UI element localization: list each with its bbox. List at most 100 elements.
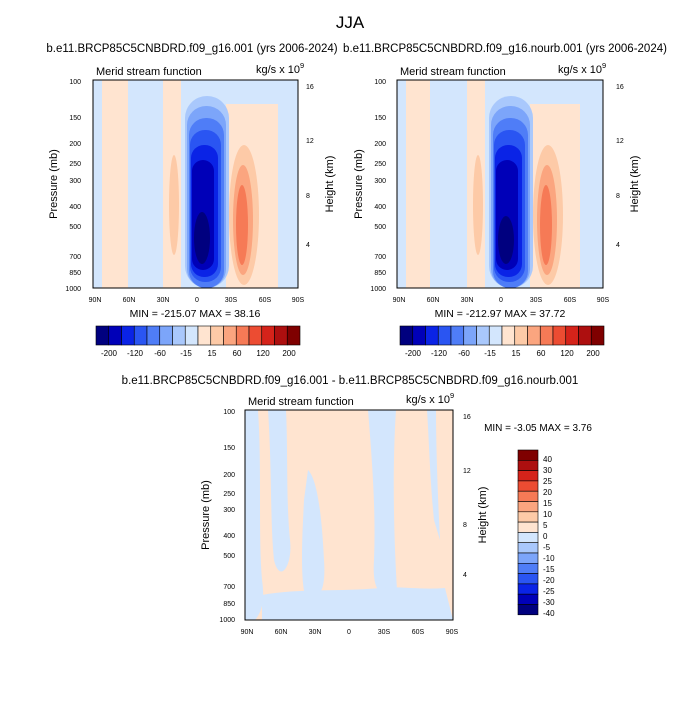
panel-0-y-right-tick: 4 [306, 242, 310, 249]
colorbar-swatch [197, 325, 212, 346]
panel-1-ytick: 1000 [370, 286, 386, 293]
panel-1-title: b.e11.BRCP85C5CNBDRD.f09_g16.nourb.001 (… [343, 43, 667, 55]
panel-0-stats: MIN = -215.07 MAX = 38.16 [130, 308, 261, 320]
panel-2-plot-area [245, 410, 453, 620]
colorbar-swatch [514, 325, 528, 346]
panel-0-units: kg/s x 109 [256, 61, 304, 76]
panel-0: b.e11.BRCP85C5CNBDRD.f09_g16.001 (yrs 20… [46, 43, 337, 358]
panel-2-cb-label: -10 [543, 554, 555, 563]
panel-2-y-right-tick: 16 [463, 414, 471, 421]
panel-0-pos-band-north [102, 80, 128, 288]
colorbar-swatch [121, 325, 135, 346]
panel-2-cb-label: 10 [543, 510, 552, 519]
panel-0-pos-cell-nh [169, 155, 179, 255]
panel-1-xtick: 90S [597, 297, 610, 304]
panel-0-y-right-tick: 8 [306, 193, 310, 200]
panel-0-xtick: 60N [123, 297, 136, 304]
panel-2-cb-label: -20 [543, 576, 555, 585]
panel-2-cb-label: -25 [543, 587, 555, 596]
panel-1-cb-label: 200 [586, 349, 600, 358]
panel-2-xtick: 30N [309, 629, 322, 636]
panel-1-pos-band-north [406, 80, 430, 288]
panel-2-cb-label: -5 [543, 543, 551, 552]
panel-2-left-label: Merid stream function [248, 396, 354, 408]
panel-1-units-base: kg/s x 10 [558, 64, 602, 76]
colorbar-swatch [274, 325, 288, 346]
panel-2-neg-region-3 [302, 470, 325, 600]
panel-2-ylabel-right: Height (km) [477, 487, 489, 544]
panel-0-y-ticks: 100 150 200 250 300 400 500 700 850 1000 [65, 79, 81, 293]
panel-0-xtick: 60S [259, 297, 272, 304]
panel-0-xtick: 0 [195, 297, 199, 304]
panel-1-plot-area [397, 80, 603, 288]
colorbar-swatch [527, 325, 541, 346]
panel-2-ytick: 300 [223, 507, 235, 514]
panel-1-colorbar [399, 325, 605, 346]
panel-0-cb-label: -60 [154, 349, 166, 358]
colorbar-swatch [146, 325, 161, 346]
panel-0-xtick: 30N [157, 297, 170, 304]
panel-0-y-right-ticks: 16 12 8 4 [306, 84, 314, 249]
panel-2-ytick: 250 [223, 491, 235, 498]
panel-1-cb-label: 60 [537, 349, 546, 358]
panel-1-ytick: 500 [374, 224, 386, 231]
panel-0-cb-label: 60 [233, 349, 242, 358]
panel-2-y-right-tick: 12 [463, 468, 471, 475]
panel-1-units-exp: 9 [602, 61, 606, 70]
panel-2-xtick: 60S [412, 629, 425, 636]
panel-0-units-exp: 9 [300, 61, 304, 70]
panel-2-ytick: 400 [223, 533, 235, 540]
panel-2-xtick: 90N [241, 629, 254, 636]
panel-0-xtick: 30S [225, 297, 238, 304]
panel-2-cb-label: 25 [543, 477, 552, 486]
colorbar-swatch [517, 552, 539, 564]
panel-1-ytick: 700 [374, 254, 386, 261]
panel-0-ylabel: Pressure (mb) [48, 149, 60, 219]
panel-1-y-right-tick: 4 [616, 242, 620, 249]
panel-0-left-label: Merid stream function [96, 66, 202, 78]
colorbar-swatch [450, 325, 465, 346]
colorbar-swatch [517, 573, 539, 585]
colorbar-swatch [261, 325, 275, 346]
panel-2-colorbar [517, 449, 539, 616]
panel-0-ytick: 1000 [65, 286, 81, 293]
panel-1-y-right-tick: 8 [616, 193, 620, 200]
panel-0-ytick: 200 [69, 141, 81, 148]
panel-0-cb-label: 200 [282, 349, 296, 358]
panel-0-y-right-tick: 16 [306, 84, 314, 91]
colorbar-swatch [517, 470, 539, 482]
panel-2-units-exp: 9 [450, 391, 454, 400]
colorbar-swatch [476, 325, 490, 346]
panel-2-ylabel: Pressure (mb) [200, 480, 212, 550]
panel-1-colorbar-labels: -200 -120 -60 -15 15 60 120 200 [405, 349, 600, 358]
panel-0-cb-label: -15 [180, 349, 192, 358]
colorbar-swatch [488, 325, 503, 346]
colorbar-swatch [517, 459, 539, 471]
panel-2-neg-region-2 [268, 410, 291, 572]
panel-0-xtick: 90N [89, 297, 102, 304]
panel-0-ytick: 250 [69, 161, 81, 168]
panel-0-ytick: 700 [69, 254, 81, 261]
panel-2-cb-label: 5 [543, 521, 548, 530]
panel-2-y-right-ticks: 16 12 8 4 [463, 414, 471, 579]
panel-0-xtick: 90S [292, 297, 305, 304]
panel-0-ytick: 150 [69, 115, 81, 122]
panel-2-colorbar-labels: 40 30 25 20 15 10 5 0 -5 -10 -15 -20 -25… [543, 455, 555, 618]
panel-0-ytick: 300 [69, 178, 81, 185]
panel-1-units: kg/s x 109 [558, 61, 606, 76]
colorbar-swatch [235, 325, 250, 346]
panel-1-y-right-tick: 16 [616, 84, 624, 91]
colorbar-swatch [463, 325, 477, 346]
colorbar-swatch [133, 325, 148, 346]
panel-2-y-ticks: 100 150 200 250 300 400 500 700 850 1000 [219, 409, 235, 624]
panel-2-ytick: 1000 [219, 617, 235, 624]
panel-2-xtick: 60N [275, 629, 288, 636]
panel-0-colorbar-labels: -200 -120 -60 -15 15 60 120 200 [101, 349, 296, 358]
panel-2-cb-label: 15 [543, 499, 552, 508]
panel-2-y-right-tick: 4 [463, 572, 467, 579]
panel-0-ytick: 500 [69, 224, 81, 231]
panel-2: b.e11.BRCP85C5CNBDRD.f09_g16.001 - b.e11… [122, 375, 593, 636]
panel-2-x-ticks: 90N 60N 30N 0 30S 60S 90S [241, 629, 459, 636]
panel-1-x-ticks: 90N 60N 30N 0 30S 60S 90S [393, 297, 610, 304]
panel-1-xtick: 0 [499, 297, 503, 304]
